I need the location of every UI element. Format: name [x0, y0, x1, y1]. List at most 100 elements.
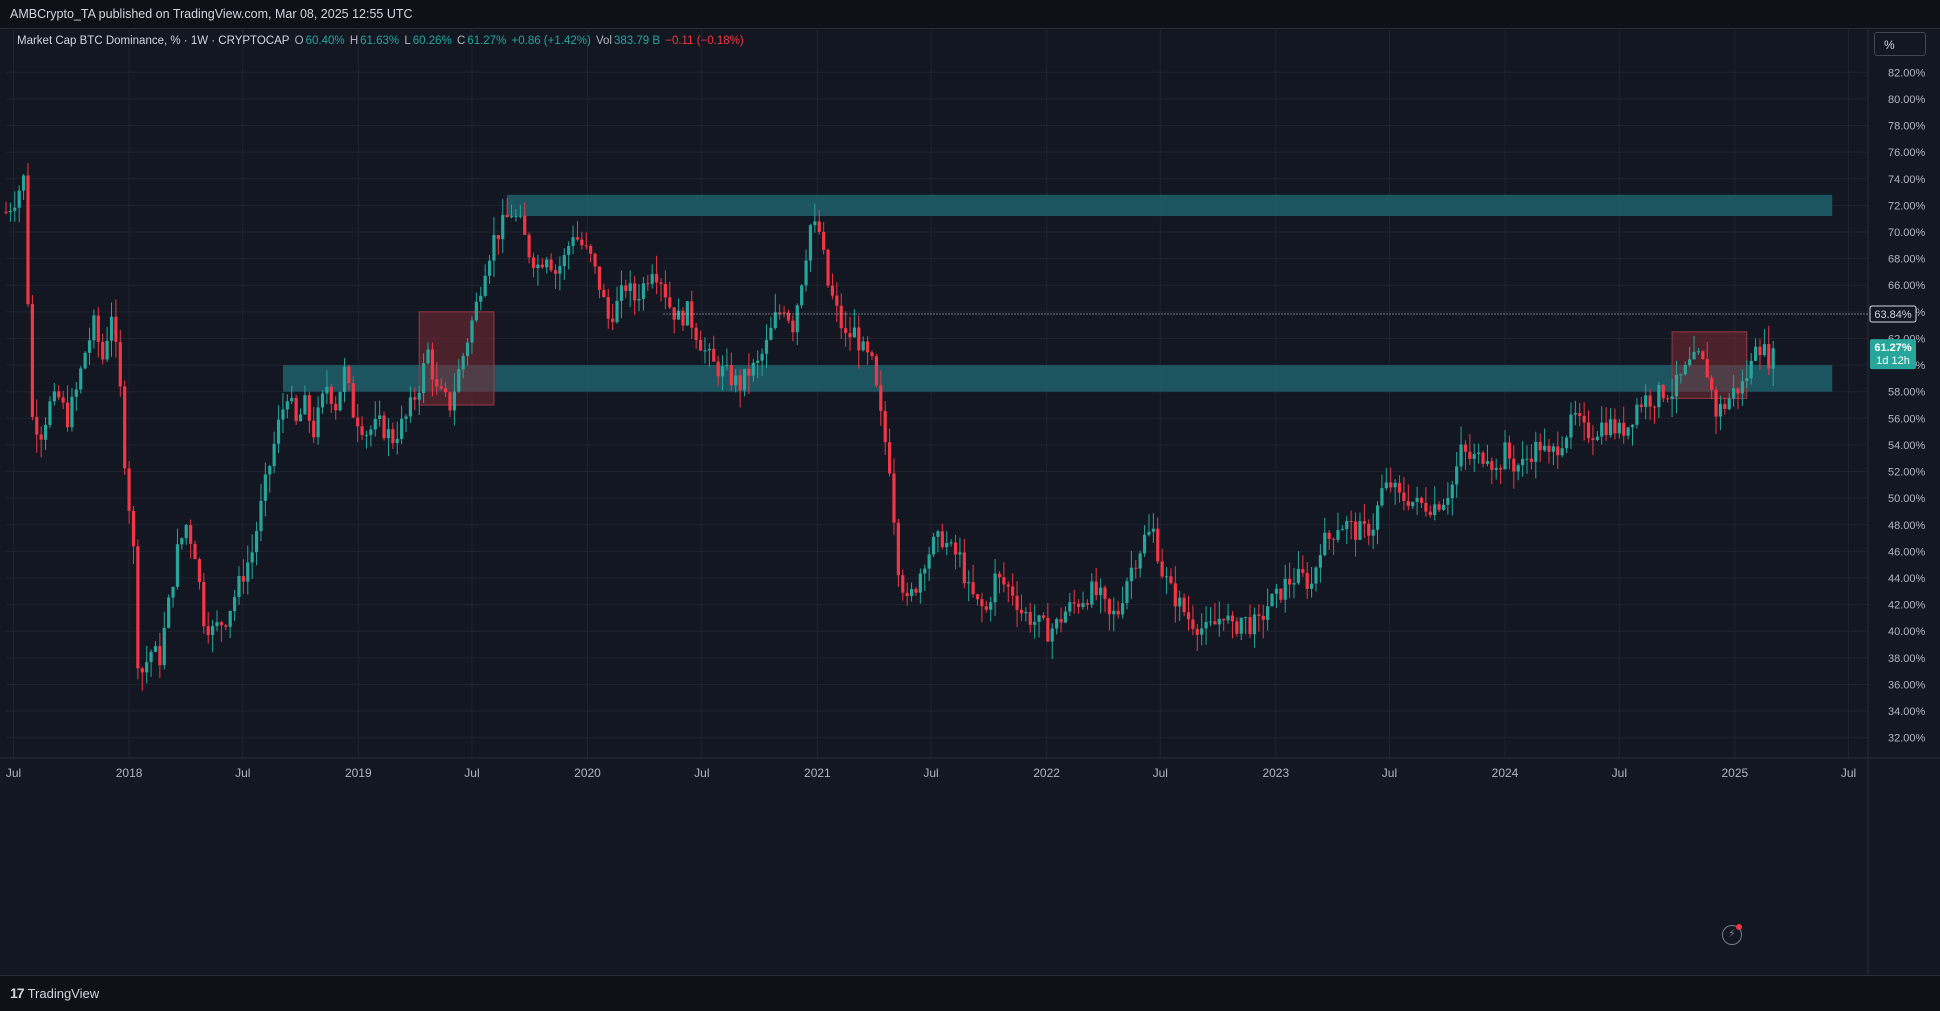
candle-up [386, 429, 391, 439]
candle-up [795, 305, 799, 333]
candle-up [1358, 521, 1362, 540]
candle-up [760, 353, 764, 361]
candle-down [1019, 609, 1024, 614]
candle-down [1046, 617, 1050, 642]
candle-down [593, 253, 597, 267]
candle-down [1767, 344, 1771, 369]
candle-up [501, 214, 505, 240]
candle-up [52, 391, 56, 402]
candle-up [1551, 446, 1555, 452]
candle-down [791, 320, 795, 333]
x-tick-label: Jul [235, 766, 250, 780]
candle-up [1644, 395, 1648, 408]
candle-up [422, 363, 426, 394]
candle-up [237, 576, 241, 598]
chart-frame[interactable]: 82.00% 80.00% 78.00% 76.00% 74.00% 72.00% 70.0… [0, 28, 1940, 975]
candlestick-chart[interactable]: 82.00% 80.00% 78.00% 76.00% 74.00% 72.00% 70.0… [0, 28, 1940, 975]
candle-down [1186, 612, 1191, 620]
lightning-icon[interactable]: ⚡ [1722, 925, 1742, 945]
tradingview-logo[interactable]: 17 TradingView [10, 985, 99, 1001]
candle-up [909, 589, 914, 597]
candle-up [989, 602, 993, 610]
candle-down [887, 442, 892, 474]
candle-up [1521, 459, 1525, 466]
candle-down [527, 234, 531, 258]
candle-up [254, 531, 259, 553]
candle-up [1516, 465, 1520, 472]
candle-down [202, 582, 206, 627]
y-tick-label: 80.00% [1888, 94, 1926, 106]
candle-up [1657, 385, 1661, 408]
candle-up [1459, 444, 1463, 467]
candle-down [1613, 419, 1617, 434]
candle-up [1217, 618, 1221, 625]
candle-up [8, 210, 12, 213]
candle-down [351, 383, 355, 418]
candle-down [382, 415, 386, 439]
x-tick-label: 2020 [574, 766, 601, 780]
candle-up [1696, 351, 1701, 353]
candle-up [1380, 488, 1384, 506]
candle-up [70, 396, 74, 428]
y-tick-label: 66.00% [1888, 280, 1926, 292]
candle-down [984, 606, 988, 610]
candle-up [1345, 520, 1349, 530]
legend-high-value: 61.63% [360, 35, 400, 47]
candle-down [896, 522, 900, 576]
candle-up [1441, 504, 1446, 510]
candle-down [1094, 581, 1098, 596]
candle-up [232, 597, 237, 612]
candle-up [1679, 374, 1683, 376]
candle-down [1367, 523, 1371, 536]
candle-down [962, 552, 966, 584]
candle-down [206, 626, 210, 636]
candle-up [162, 627, 166, 666]
countdown-label: 1d 12h [1876, 355, 1910, 367]
candle-down [1248, 617, 1252, 635]
candle-down [953, 542, 958, 555]
candle-up [378, 415, 382, 419]
candle-up [13, 207, 17, 211]
candle-down [1639, 404, 1643, 408]
support-zone [282, 365, 1833, 392]
candle-up [1485, 461, 1490, 464]
y-tick-label: 44.00% [1888, 573, 1926, 585]
candle-down [136, 546, 140, 669]
y-tick-label: 70.00% [1888, 227, 1926, 239]
candle-up [813, 221, 817, 226]
candle-down [738, 375, 742, 391]
candle-up [48, 401, 52, 425]
candle-up [1771, 348, 1775, 369]
candle-up [1024, 611, 1028, 614]
candle-up [1477, 452, 1481, 454]
candle-down [606, 297, 610, 319]
candle-up [1630, 424, 1635, 428]
candle-down [1305, 572, 1309, 589]
candle-up [17, 190, 21, 208]
candle-down [26, 175, 30, 305]
last-price-tag [1870, 339, 1916, 370]
legend-low-label: L [404, 35, 411, 47]
legend-close-label: C [456, 35, 466, 47]
candle-down [1077, 603, 1081, 607]
candle-up [1573, 413, 1577, 415]
candle-up [808, 225, 813, 261]
percent-scale-button[interactable]: % [1874, 32, 1926, 56]
candle-down [778, 312, 782, 314]
y-tick-label: 32.00% [1888, 733, 1926, 745]
candle-down [870, 352, 874, 357]
candle-up [1340, 529, 1344, 531]
candle-down [980, 599, 984, 607]
candle-up [1204, 621, 1208, 629]
candle-up [1415, 497, 1419, 502]
candle-up [1740, 381, 1745, 394]
candle-down [57, 391, 61, 398]
candle-up [268, 466, 272, 475]
legend-open-value: 60.40% [305, 35, 345, 47]
candle-down [589, 245, 593, 254]
candle-up [364, 434, 369, 436]
candle-up [259, 500, 263, 532]
candle-up [751, 362, 755, 376]
candle-down [866, 341, 870, 353]
candle-up [452, 391, 456, 411]
